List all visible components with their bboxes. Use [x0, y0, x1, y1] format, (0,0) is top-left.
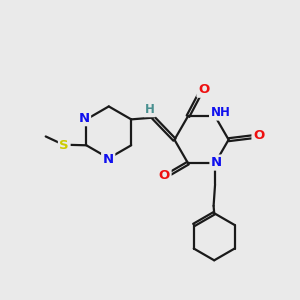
Text: O: O: [253, 129, 264, 142]
Text: N: N: [103, 153, 114, 166]
Text: H: H: [145, 103, 154, 116]
Text: N: N: [211, 156, 222, 169]
Text: NH: NH: [210, 106, 230, 119]
Text: O: O: [198, 83, 209, 96]
Text: N: N: [78, 112, 89, 125]
Text: S: S: [59, 139, 69, 152]
Text: O: O: [159, 169, 170, 182]
